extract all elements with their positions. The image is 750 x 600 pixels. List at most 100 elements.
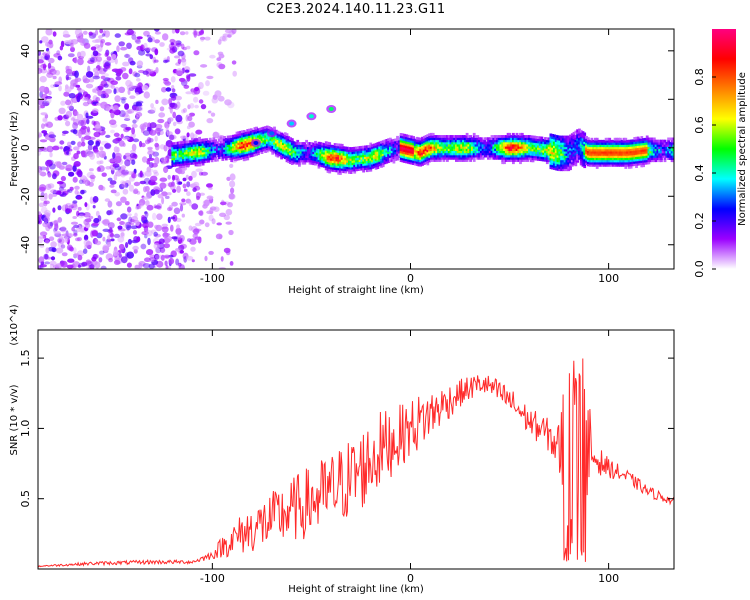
ridge-cell [369, 164, 373, 168]
ridge-cell [278, 136, 282, 139]
ridge-cell [196, 154, 200, 158]
ridge-cell [554, 150, 558, 153]
ridge-cell [503, 141, 506, 145]
ridge-cell [624, 157, 628, 161]
ridge-cell [214, 152, 217, 156]
ridge-cell [380, 140, 383, 144]
ridge-cell [620, 157, 624, 161]
ridge-cell [333, 169, 337, 173]
noise-cell [76, 113, 84, 121]
ridge-cell [264, 143, 267, 147]
noise-cell [188, 175, 193, 181]
noise-cell [179, 204, 184, 212]
ridge-cell [551, 160, 554, 163]
ridge-cell [635, 139, 638, 142]
ridge-cell [497, 139, 501, 143]
ridge-cell [390, 150, 394, 154]
ridge-cell [446, 143, 449, 147]
ridge-cell [545, 156, 549, 160]
ridge-cell [556, 168, 560, 171]
ridge-cell [622, 144, 626, 148]
ridge-cell [374, 149, 378, 153]
ridge-cell [214, 141, 217, 145]
ridge-cell [351, 149, 355, 152]
ridge-cell [223, 149, 226, 152]
noise-cell [120, 123, 128, 128]
ridge-cell [406, 141, 410, 145]
ridge-cell [626, 157, 629, 161]
ridge-cell [672, 155, 674, 158]
noise-cell [147, 221, 154, 228]
ridge-cell [348, 160, 351, 163]
noise-cell [188, 225, 193, 231]
ridge-cell [599, 157, 603, 161]
ridge-cell [547, 152, 551, 156]
ridge-cell [642, 155, 645, 159]
ridge-cell [597, 139, 601, 143]
chart-title: C2E3.2024.140.11.23.G11 [266, 2, 446, 17]
noise-cell [145, 53, 152, 57]
ridge-cell [520, 148, 524, 151]
ridge-cell [232, 141, 235, 145]
noise-cell [122, 136, 130, 141]
ridge-cell [276, 137, 280, 140]
ridge-cell [631, 150, 635, 154]
noise-cell [46, 121, 53, 128]
noise-cell [185, 31, 189, 35]
ridge-cell [241, 154, 244, 158]
noise-cell [61, 233, 69, 237]
ridge-cell [504, 137, 508, 141]
ridge-cell [408, 143, 412, 147]
noise-cell [191, 259, 195, 263]
ridge-cell [239, 154, 242, 158]
ridge-cell [456, 150, 460, 154]
ridge-cell [353, 159, 357, 163]
ridge-cell [583, 160, 587, 164]
ridge-cell [431, 143, 435, 147]
ridge-cell [631, 148, 635, 151]
ridge-cell [248, 152, 251, 156]
ridge-cell [465, 137, 469, 141]
ridge-cell [328, 153, 332, 156]
ridge-cell [289, 152, 292, 156]
ridge-cell [315, 152, 319, 156]
noise-cell [91, 31, 96, 38]
ridge-cell [633, 145, 637, 149]
ridge-cell [554, 143, 558, 147]
ridge-cell [376, 166, 380, 169]
ridge-cell [496, 150, 499, 154]
noise-cell [99, 160, 104, 165]
ridge-cell [283, 138, 287, 142]
ridge-cell [219, 145, 223, 148]
ridge-cell [331, 169, 335, 172]
noise-cell [74, 29, 83, 37]
ridge-cell [535, 142, 538, 146]
ridge-cell [608, 146, 612, 150]
ridge-cell [492, 148, 496, 151]
noise-cell [38, 65, 44, 71]
noise-cell [176, 234, 182, 240]
noise-cell [120, 180, 126, 185]
ridge-cell [629, 157, 633, 160]
ridge-cell [299, 146, 303, 150]
ridge-cell [278, 142, 282, 146]
ridge-cell [282, 146, 285, 150]
ridge-cell [401, 157, 405, 161]
ridge-cell [553, 145, 556, 149]
ridge-cell [572, 162, 576, 166]
ridge-cell [649, 150, 653, 154]
ridge-cell [405, 147, 408, 151]
ridge-cell [431, 137, 435, 141]
ridge-cell [290, 153, 294, 157]
ridge-cell [175, 141, 178, 145]
spectrogram-cells [38, 29, 674, 269]
noise-cell [58, 107, 66, 115]
ridge-cell [615, 161, 619, 165]
ridge-cell [424, 150, 428, 154]
ridge-cell [253, 149, 257, 152]
ridge-cell [463, 154, 467, 158]
ridge-cell [654, 139, 658, 143]
ridge-cell [667, 152, 670, 156]
ridge-cell [381, 153, 385, 157]
ridge-cell [626, 146, 629, 150]
